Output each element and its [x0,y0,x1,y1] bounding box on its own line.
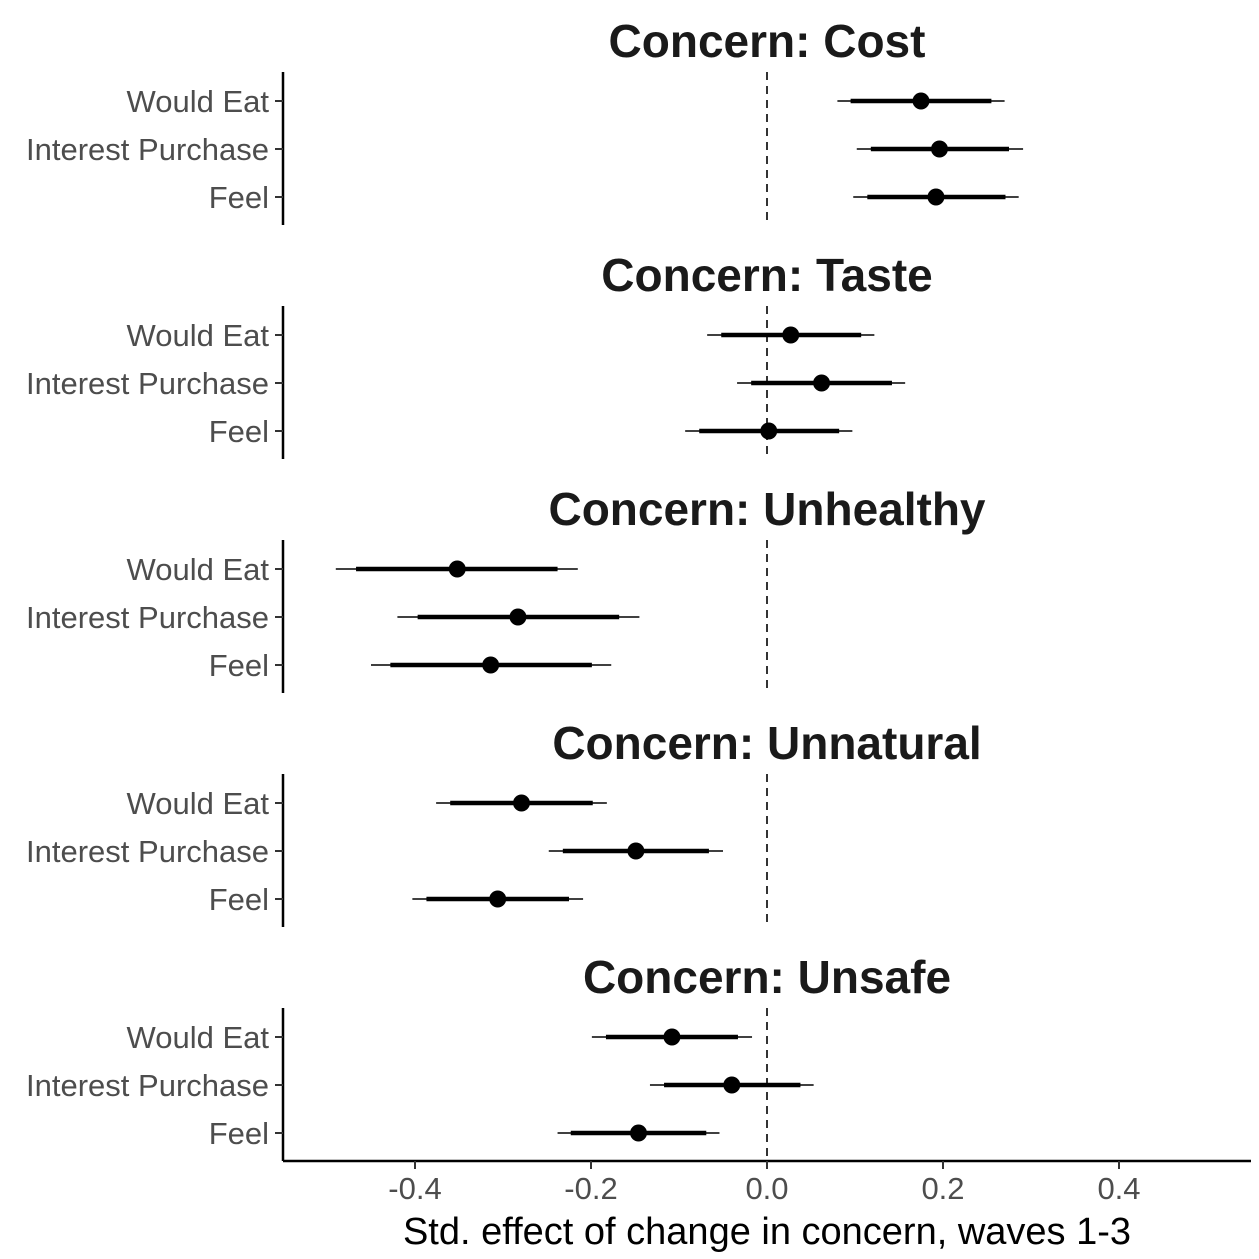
point-estimate [663,1028,681,1046]
point-estimate [512,794,530,812]
x-axis-title: Std. effect of change in concern, waves … [403,1211,1131,1253]
point-estimate [482,656,500,674]
y-tick-label: Would Eat [127,318,270,353]
point-estimate [813,374,831,392]
y-tick-label: Interest Purchase [26,834,269,869]
x-tick-label: -0.2 [564,1171,617,1206]
point-estimate [782,326,800,344]
y-tick-label: Feel [209,180,269,215]
point-estimate [912,92,930,110]
y-tick-label: Interest Purchase [26,600,269,635]
facet-title: Concern: Taste [601,249,932,301]
point-estimate [627,842,645,860]
y-tick-label: Interest Purchase [26,366,269,401]
x-tick-label: -0.4 [388,1171,441,1206]
x-tick-label: 0.4 [1097,1171,1140,1206]
point-estimate [930,140,948,158]
y-tick-label: Feel [209,1116,269,1151]
x-tick-label: 0.2 [921,1171,964,1206]
y-tick-label: Would Eat [127,786,270,821]
y-tick-label: Feel [209,882,269,917]
point-estimate [927,188,945,206]
facet-title: Concern: Unsafe [583,951,951,1003]
y-tick-label: Interest Purchase [26,132,269,167]
x-tick-label: 0.0 [745,1171,788,1206]
point-estimate [723,1076,741,1094]
y-tick-label: Would Eat [127,552,270,587]
y-tick-label: Feel [209,414,269,449]
point-estimate [760,422,778,440]
facet-title: Concern: Unhealthy [548,483,985,535]
y-tick-label: Would Eat [127,1020,270,1055]
point-estimate [448,560,466,578]
y-tick-label: Feel [209,648,269,683]
y-tick-label: Would Eat [127,84,270,119]
point-estimate [630,1124,648,1142]
facet-title: Concern: Unnatural [552,717,981,769]
point-estimate [509,608,527,626]
y-tick-label: Interest Purchase [26,1068,269,1103]
facet-title: Concern: Cost [609,15,926,67]
point-estimate [489,890,507,908]
